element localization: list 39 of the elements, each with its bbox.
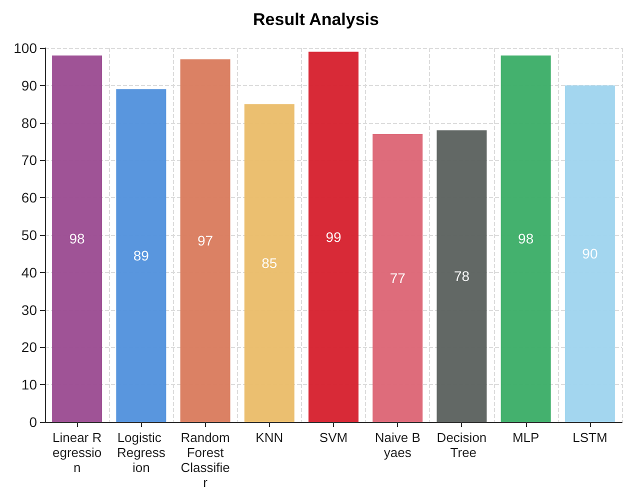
- y-tick-label: 100: [14, 40, 38, 56]
- bar: [244, 104, 294, 422]
- x-tick-label: MLP: [512, 430, 540, 445]
- data-label: 85: [262, 255, 278, 272]
- y-tick-label: 10: [21, 376, 38, 393]
- data-label: 89: [133, 248, 150, 264]
- bar: [436, 130, 487, 422]
- data-label: 77: [390, 270, 406, 286]
- x-tick-label: Random Forest Classifier: [180, 430, 230, 490]
- bar: [372, 134, 423, 422]
- x-tick-label: Decision Tree: [436, 430, 487, 460]
- x-tick-label: Naive Byaes: [374, 430, 420, 460]
- data-label: 98: [69, 230, 86, 247]
- data-label: 90: [582, 246, 598, 262]
- y-tick-label: 80: [21, 114, 38, 131]
- y-tick-label: 50: [21, 227, 38, 243]
- data-label: 98: [518, 230, 534, 247]
- x-tick-label: KNN: [256, 430, 284, 445]
- x-tick-label: Logistic Regression: [116, 430, 166, 475]
- data-label: 78: [454, 268, 470, 284]
- x-tick-label: Linear Regression: [52, 430, 102, 475]
- bar: [308, 52, 359, 422]
- x-tick-label: SVM: [319, 430, 348, 445]
- data-label: 97: [197, 232, 214, 249]
- y-tick-label: 70: [21, 152, 38, 168]
- y-tick-label: 30: [21, 302, 38, 318]
- data-label: 99: [326, 228, 342, 245]
- bar: [564, 85, 615, 422]
- y-tick-label: 0: [29, 414, 38, 430]
- y-tick-label: 40: [21, 264, 38, 280]
- chart-title: Result Analysis: [253, 10, 379, 29]
- bar: [500, 55, 551, 422]
- y-tick-label: 20: [21, 339, 38, 356]
- bar: [52, 55, 102, 422]
- bar: [116, 89, 166, 422]
- y-tick-label: 90: [21, 77, 38, 94]
- x-tick-label: LSTM: [572, 430, 608, 445]
- bar: [180, 59, 230, 422]
- y-tick-label: 60: [21, 190, 38, 206]
